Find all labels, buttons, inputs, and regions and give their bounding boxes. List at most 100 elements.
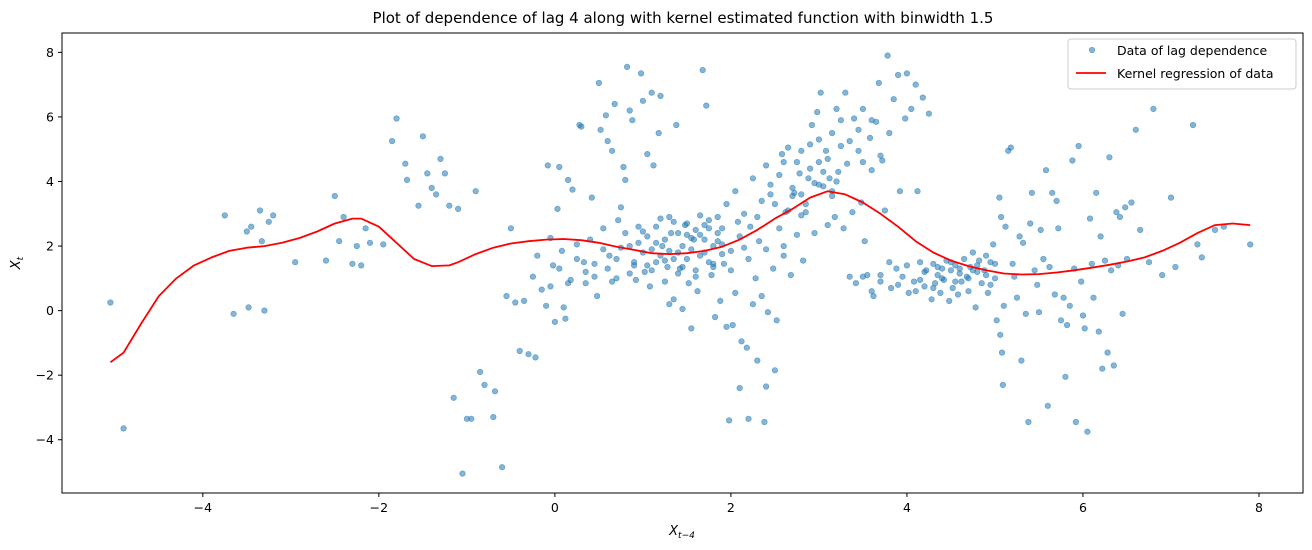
- scatter-point: [833, 105, 840, 112]
- scatter-point: [1095, 328, 1102, 335]
- scatter-point: [764, 309, 772, 316]
- scatter-point: [1107, 267, 1115, 274]
- scatter-point: [740, 244, 748, 251]
- x-tick-label: 4: [903, 500, 911, 515]
- scatter-point: [666, 301, 673, 308]
- scatter-point: [1046, 263, 1053, 271]
- scatter-point: [582, 280, 589, 287]
- scatter-point: [459, 470, 466, 477]
- scatter-point: [723, 323, 730, 330]
- scatter-point: [905, 289, 912, 297]
- scatter-point: [743, 344, 750, 351]
- scatter-point: [667, 230, 675, 237]
- scatter-point: [908, 105, 915, 112]
- scatter-point: [644, 151, 651, 158]
- scatter-point: [859, 273, 867, 280]
- scatter-point: [670, 255, 677, 263]
- scatter-point: [799, 257, 807, 264]
- scatter-point: [573, 255, 581, 263]
- scatter-point: [978, 280, 985, 287]
- scatter-point: [632, 276, 640, 284]
- scatter-point: [1019, 239, 1027, 246]
- scatter-point: [441, 170, 449, 177]
- scatter-point: [1167, 194, 1175, 201]
- scatter-point: [623, 63, 631, 70]
- scatter-point: [903, 70, 911, 77]
- scatter-point: [930, 260, 937, 267]
- scatter-point: [622, 230, 629, 237]
- scatter-point: [859, 105, 867, 112]
- scatter-point: [393, 115, 400, 122]
- scatter-point: [1013, 294, 1021, 301]
- scatter-point: [1172, 263, 1179, 271]
- scatter-point: [887, 284, 895, 292]
- scatter-point: [749, 175, 757, 182]
- y-tick-label: 6: [46, 109, 54, 124]
- scatter-point: [424, 170, 431, 177]
- scatter-point: [805, 175, 812, 182]
- scatter-point: [564, 280, 572, 287]
- scatter-point: [770, 265, 777, 272]
- legend-box: [1067, 38, 1297, 90]
- scatter-point: [380, 241, 387, 248]
- scatter-point: [814, 108, 821, 116]
- scatter-point: [919, 94, 926, 101]
- scatter-point: [403, 176, 411, 183]
- scatter-point: [648, 246, 655, 253]
- scatter-point: [664, 263, 671, 271]
- scatter-point: [1002, 223, 1009, 230]
- x-tick-label: 8: [1255, 500, 1263, 515]
- scatter-point: [433, 191, 440, 198]
- scatter-point: [982, 252, 990, 259]
- scatter-point: [780, 252, 787, 259]
- scatter-point: [732, 289, 739, 297]
- scatter-point: [826, 175, 833, 182]
- scatter-point: [554, 205, 561, 212]
- scatter-point: [1034, 281, 1041, 288]
- y-tick-label: 8: [46, 45, 54, 60]
- scatter-point: [428, 184, 435, 191]
- legend-line-label: Kernel regression of data: [1117, 66, 1274, 81]
- scatter-point: [987, 281, 994, 288]
- scatter-point: [736, 385, 743, 392]
- scatter-points: [107, 52, 1254, 477]
- scatter-point: [560, 304, 567, 311]
- scatter-point: [934, 272, 941, 279]
- scatter-point: [604, 265, 611, 272]
- scatter-point: [1016, 233, 1023, 240]
- scatter-point: [562, 315, 569, 322]
- scatter-point: [1072, 418, 1079, 426]
- scatter-point: [336, 238, 343, 245]
- scatter-point: [1057, 317, 1065, 324]
- scatter-point: [893, 265, 900, 272]
- scatter-point: [696, 231, 704, 238]
- scatter-point: [532, 354, 539, 361]
- scatter-point: [1079, 312, 1087, 319]
- scatter-point: [965, 275, 972, 282]
- scatter-point: [107, 299, 114, 306]
- scatter-point: [714, 238, 721, 245]
- scatter-point: [683, 231, 691, 238]
- scatter-point: [745, 255, 752, 263]
- scatter-point: [542, 302, 550, 309]
- scatter-point: [1069, 157, 1076, 164]
- y-axis-ticks: −4 −2 0 2 4 6 8: [36, 45, 62, 447]
- scatter-point: [620, 163, 627, 171]
- scatter-point: [946, 297, 953, 305]
- scatter-point: [608, 147, 616, 154]
- scatter-point: [600, 246, 607, 253]
- scatter-point: [1159, 272, 1166, 279]
- scatter-point: [600, 225, 607, 232]
- scatter-point: [877, 272, 884, 279]
- scatter-point: [580, 259, 588, 266]
- scatter-point: [230, 310, 237, 317]
- scatter-point: [666, 247, 673, 254]
- scatter-point: [835, 168, 842, 175]
- scatter-point: [710, 263, 717, 271]
- scatter-point: [261, 307, 268, 314]
- scatter-point: [714, 213, 721, 221]
- scatter-point: [910, 278, 918, 285]
- scatter-point: [912, 81, 919, 88]
- scatter-point: [529, 273, 537, 280]
- scatter-point: [615, 217, 622, 224]
